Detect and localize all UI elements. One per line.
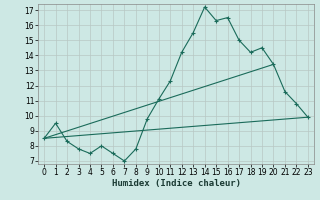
X-axis label: Humidex (Indice chaleur): Humidex (Indice chaleur) xyxy=(111,179,241,188)
